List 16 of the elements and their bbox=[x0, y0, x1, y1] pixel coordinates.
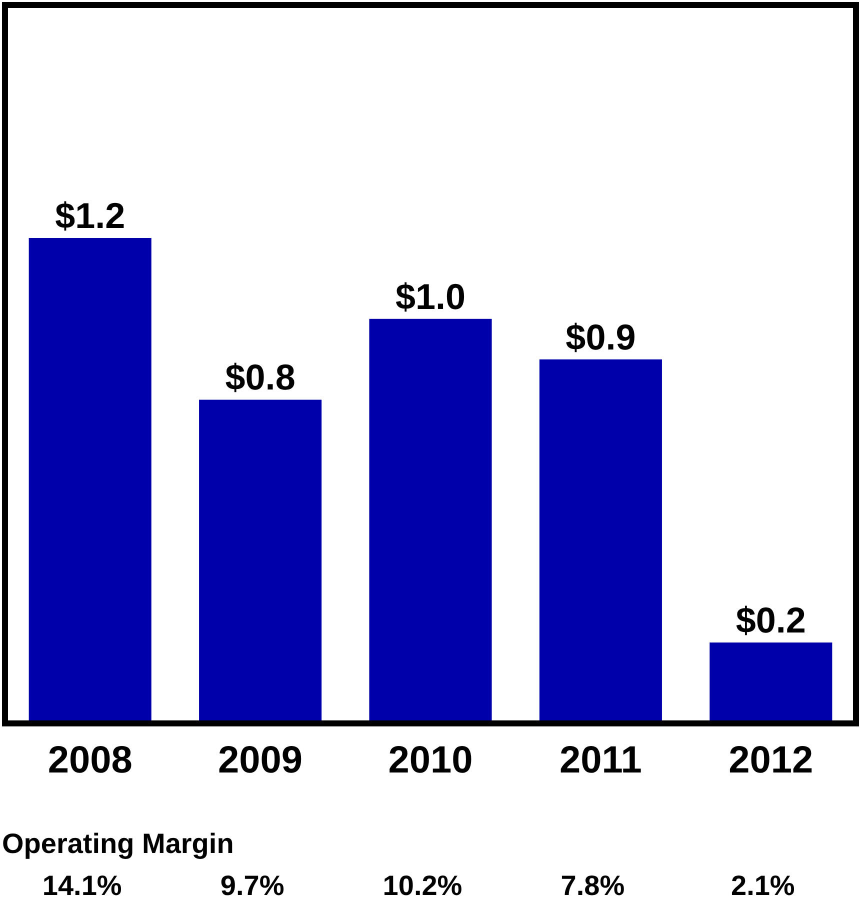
text: 9.7% bbox=[220, 870, 284, 901]
text: Operating Margin bbox=[2, 828, 234, 859]
data-label: $0.2 bbox=[736, 599, 806, 640]
data-label: $1.2 bbox=[55, 194, 126, 236]
x-tick-label: 2008 bbox=[48, 740, 132, 782]
text: 2.1% bbox=[730, 870, 795, 901]
data-label: $0.8 bbox=[225, 356, 296, 398]
data-label: $1.0 bbox=[395, 276, 466, 317]
x-tick-label: 2010 bbox=[388, 740, 473, 782]
text: 14.1% bbox=[42, 870, 122, 901]
x-tick-label: 2012 bbox=[728, 740, 814, 782]
x-tick-label: 2011 bbox=[559, 740, 642, 782]
data-label: $0.9 bbox=[566, 316, 636, 358]
text: 10.2% bbox=[382, 870, 462, 901]
x-tick-label: 2009 bbox=[218, 740, 303, 782]
text: 7.8% bbox=[560, 870, 625, 901]
